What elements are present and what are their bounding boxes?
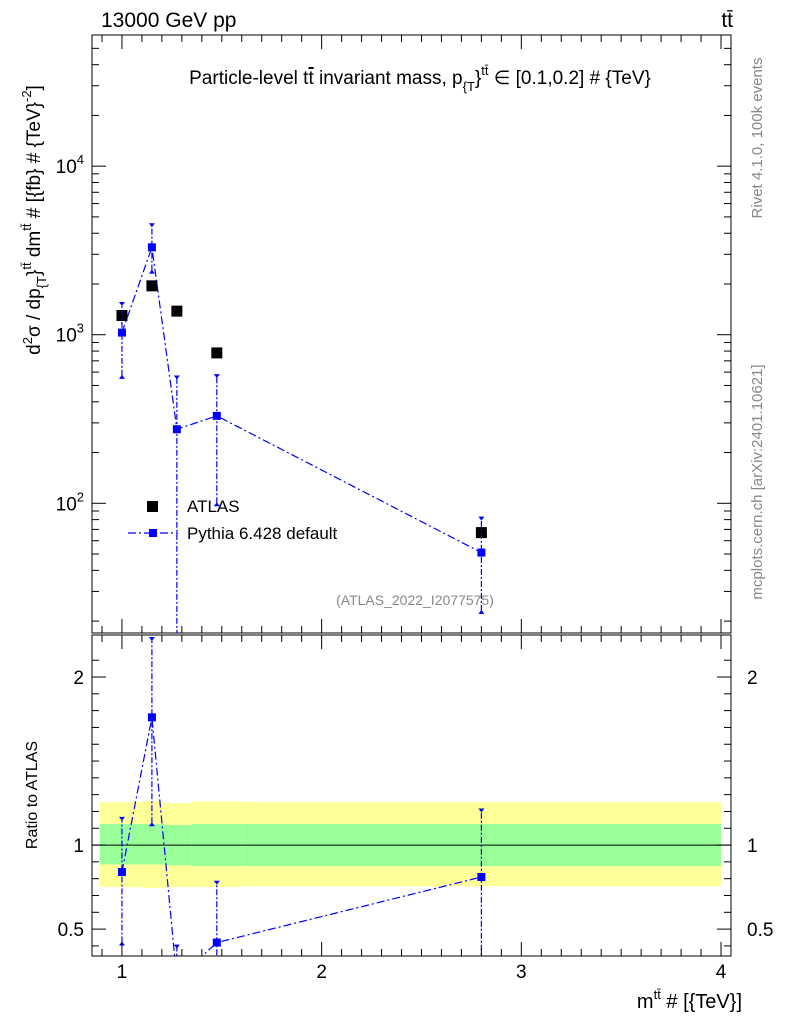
rivet-version-label: Rivet 4.1.0, 100k events [749, 58, 766, 219]
pythia-error-cap [118, 374, 125, 379]
ratio-y-tick-label-1-right: 1 [747, 836, 758, 857]
y-tick-label-1e3: 103 [56, 321, 84, 347]
pythia-ratio-error-cap [478, 808, 485, 813]
pythia-point [147, 243, 156, 252]
pythia-error-cap [173, 375, 180, 380]
pythia-ratio-error-cap [148, 637, 155, 642]
pythia-point [172, 425, 181, 434]
pythia-ratio-error-cap [214, 990, 220, 994]
pythia-ratio-error-cap [478, 962, 484, 966]
main-panel-frame [91, 34, 732, 634]
x-tick-label-4: 4 [716, 962, 727, 983]
ratio-y-axis-label: Ratio to ATLAS [24, 741, 41, 849]
ratio-y-tick-label-2-right: 2 [747, 668, 758, 689]
pythia-point [477, 548, 486, 557]
pythia-error-cap [118, 302, 125, 307]
y-tick-label-1e2: 102 [56, 489, 84, 515]
pythia-error-cap [213, 374, 220, 379]
x-tick-labels: 1 2 3 4 [117, 962, 727, 983]
ratio-uncertainty-bands [92, 801, 731, 888]
legend: ATLAS Pythia 6.428 default [128, 497, 338, 543]
process-label: tt̄ [721, 9, 733, 32]
ratio-data-layer [117, 637, 486, 1014]
pythia-ratio-point [212, 938, 221, 947]
main-data-layer [116, 223, 487, 675]
pythia-point [212, 411, 221, 420]
pythia-error-cap [213, 502, 220, 507]
pythia-error-cap [478, 516, 485, 521]
pythia-ratio-point [147, 713, 156, 722]
ratio-y-tick-label-0.5: 0.5 [58, 920, 84, 941]
ratio-panel-frame [91, 634, 732, 957]
y-axis-label: d2σ / dp{T}tt̄ dmtt̄ # [{fb} # {TeV}-2] [19, 85, 49, 355]
ratio-y-tick-labels: 0.5 1 2 0.5 1 2 [58, 668, 774, 941]
pythia-point [117, 328, 126, 337]
mcplots-label: mcplots.cern.ch [arXiv:2401.10621] [749, 364, 766, 599]
y-tick-label-1e4: 104 [56, 152, 84, 178]
ratio-y-tick-label-2: 2 [73, 668, 84, 689]
main-y-tick-labels: 102 103 104 [56, 152, 84, 515]
pythia-ratio-error-cap [118, 816, 125, 821]
pythia-line [121, 247, 482, 554]
atlas-point [146, 280, 158, 292]
ratio-y-tick-label-1: 1 [73, 836, 84, 857]
legend-atlas-label: ATLAS [187, 497, 240, 516]
pythia-ratio-point [117, 867, 126, 876]
analysis-tag: (ATLAS_2022_I2077575) [336, 592, 494, 608]
pythia-ratio-error-cap [148, 822, 155, 827]
main-axis-ticks [92, 34, 731, 633]
legend-atlas-marker [147, 501, 158, 512]
pythia-ratio-point [173, 976, 181, 984]
pythia-error-cap [174, 671, 180, 675]
x-tick-label-3: 3 [516, 962, 527, 983]
pythia-ratio-point [477, 873, 486, 882]
pythia-error-cap [148, 223, 155, 228]
atlas-point [475, 527, 487, 539]
ratio-axis-ticks [92, 635, 731, 956]
legend-pythia-label: Pythia 6.428 default [187, 524, 338, 543]
atlas-point [211, 347, 223, 359]
energy-label: 13000 GeV pp [101, 9, 236, 32]
ratio-band-inner [99, 824, 142, 865]
pythia-ratio-error-cap [213, 880, 220, 885]
ratio-band-inner [141, 824, 164, 865]
pythia-ratio-error-cap [174, 1010, 180, 1014]
legend-pythia-marker [149, 529, 157, 537]
pythia-error-cap [148, 269, 155, 274]
pythia-ratio-error-cap [173, 944, 180, 949]
ratio-y-tick-label-0.5-right: 0.5 [747, 920, 773, 941]
plot-title: Particle-level tt invariant mass, p{T}tt… [189, 63, 651, 94]
pythia-error-cap [478, 609, 485, 614]
atlas-point [171, 305, 183, 317]
x-tick-label-1: 1 [117, 962, 128, 983]
x-axis-label: mtt̄ # [{TeV}] [637, 987, 742, 1013]
pythia-ratio-line [121, 717, 482, 956]
x-tick-label-2: 2 [316, 962, 327, 983]
